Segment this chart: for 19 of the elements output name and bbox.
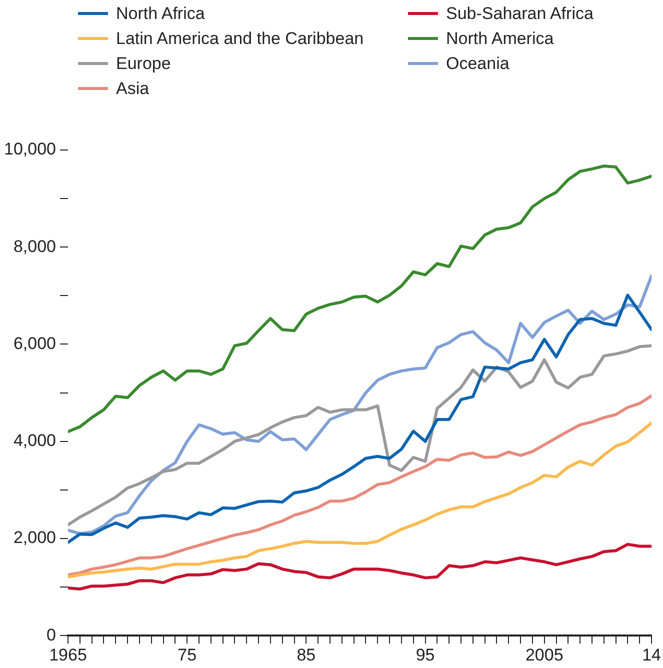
legend-label: Europe (116, 54, 171, 74)
x-tick-label: 14 (642, 645, 662, 664)
x-tick-label: 85 (296, 645, 316, 664)
legend-label: Asia (116, 78, 150, 98)
x-tick-label: 1965 (49, 645, 87, 664)
y-tick-label: 0 (46, 625, 56, 644)
y-tick-label: 10,000 (4, 140, 56, 159)
legend-label: North America (446, 28, 554, 48)
legend-label: Oceania (446, 54, 510, 74)
legend-label: North Africa (116, 4, 205, 24)
legend-label: Sub-Saharan Africa (446, 4, 594, 24)
legend-label: Latin America and the Caribbean (116, 28, 364, 48)
y-tick-label: 2,000 (13, 528, 56, 548)
x-tick-label: 75 (178, 645, 197, 664)
x-tick-label: 2005 (525, 645, 564, 664)
y-tick-label: 8,000 (13, 236, 56, 256)
y-tick-label: 6,000 (13, 334, 56, 353)
x-tick-label: 95 (416, 645, 435, 664)
y-tick-label: 4,000 (13, 431, 56, 450)
